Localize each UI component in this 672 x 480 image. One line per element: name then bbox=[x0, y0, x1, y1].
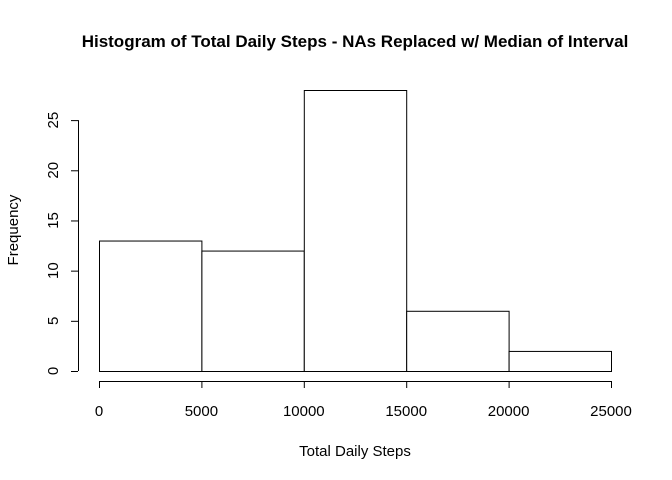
x-axis-label: Total Daily Steps bbox=[299, 443, 411, 460]
x-axis: 0 5000 10000 15000 20000 25000 bbox=[95, 381, 632, 420]
histogram-bar-3 bbox=[406, 310, 510, 372]
histogram-bar-2 bbox=[303, 90, 408, 372]
x-tick-label-5: 25000 bbox=[590, 403, 632, 420]
x-tick-label-3: 15000 bbox=[385, 403, 427, 420]
y-tick-label-4: 20 bbox=[45, 162, 62, 179]
x-tick-label-0: 0 bbox=[95, 403, 103, 420]
x-tick-label-2: 10000 bbox=[283, 403, 325, 420]
histogram-bar-1 bbox=[201, 250, 305, 372]
chart-title: Histogram of Total Daily Steps - NAs Rep… bbox=[82, 32, 629, 51]
bars-layer bbox=[99, 90, 613, 372]
x-tick-label-4: 20000 bbox=[488, 403, 530, 420]
histogram-bar-0 bbox=[99, 240, 203, 372]
y-tick-label-0: 0 bbox=[45, 367, 62, 375]
y-axis-label: Frequency bbox=[5, 194, 22, 265]
y-tick-label-3: 15 bbox=[45, 212, 62, 229]
y-tick-label-2: 10 bbox=[45, 262, 62, 279]
histogram-bar-4 bbox=[508, 350, 613, 372]
y-tick-label-5: 25 bbox=[45, 112, 62, 129]
y-tick-label-1: 5 bbox=[45, 317, 62, 325]
y-axis: 0 5 10 15 20 25 bbox=[45, 112, 79, 375]
x-tick-label-1: 5000 bbox=[185, 403, 218, 420]
